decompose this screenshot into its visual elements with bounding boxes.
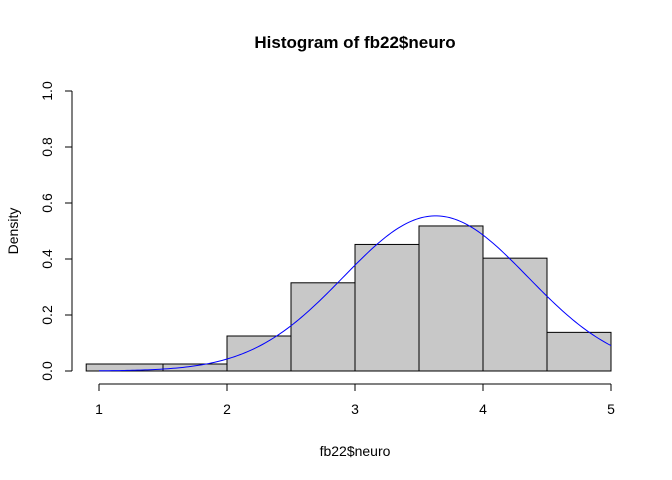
x-tick-label: 2 (223, 401, 231, 417)
x-axis-label: fb22$neuro (320, 443, 391, 459)
x-tick-label: 1 (95, 401, 103, 417)
y-tick-label: 0.0 (39, 361, 55, 381)
histogram-bar-4 (290, 282, 356, 372)
histogram-bars (85, 225, 612, 372)
y-tick-label: 1.0 (39, 81, 55, 101)
density-curve (98, 215, 612, 372)
y-tick-label: 0.6 (39, 193, 55, 213)
x-tick-label: 5 (607, 401, 615, 417)
y-axis: 0.0 0.2 0.4 0.6 0.8 1.0 (39, 81, 73, 381)
x-tick-label: 4 (479, 401, 487, 417)
y-tick-label: 0.8 (39, 137, 55, 157)
y-tick-label: 0.2 (39, 305, 55, 325)
y-axis-label: Density (5, 208, 21, 255)
y-tick-label: 0.4 (39, 249, 55, 269)
histogram-bar-3 (226, 335, 292, 372)
histogram-bar-2 (162, 363, 228, 372)
x-axis: 1 2 3 4 5 (95, 383, 615, 417)
histogram-bar-6 (418, 225, 484, 372)
histogram-bar-8 (546, 331, 612, 372)
histogram-bar-5 (354, 243, 420, 372)
chart-title: Histogram of fb22$neuro (254, 33, 455, 52)
histogram-bar-7 (482, 257, 548, 372)
x-tick-label: 3 (351, 401, 359, 417)
